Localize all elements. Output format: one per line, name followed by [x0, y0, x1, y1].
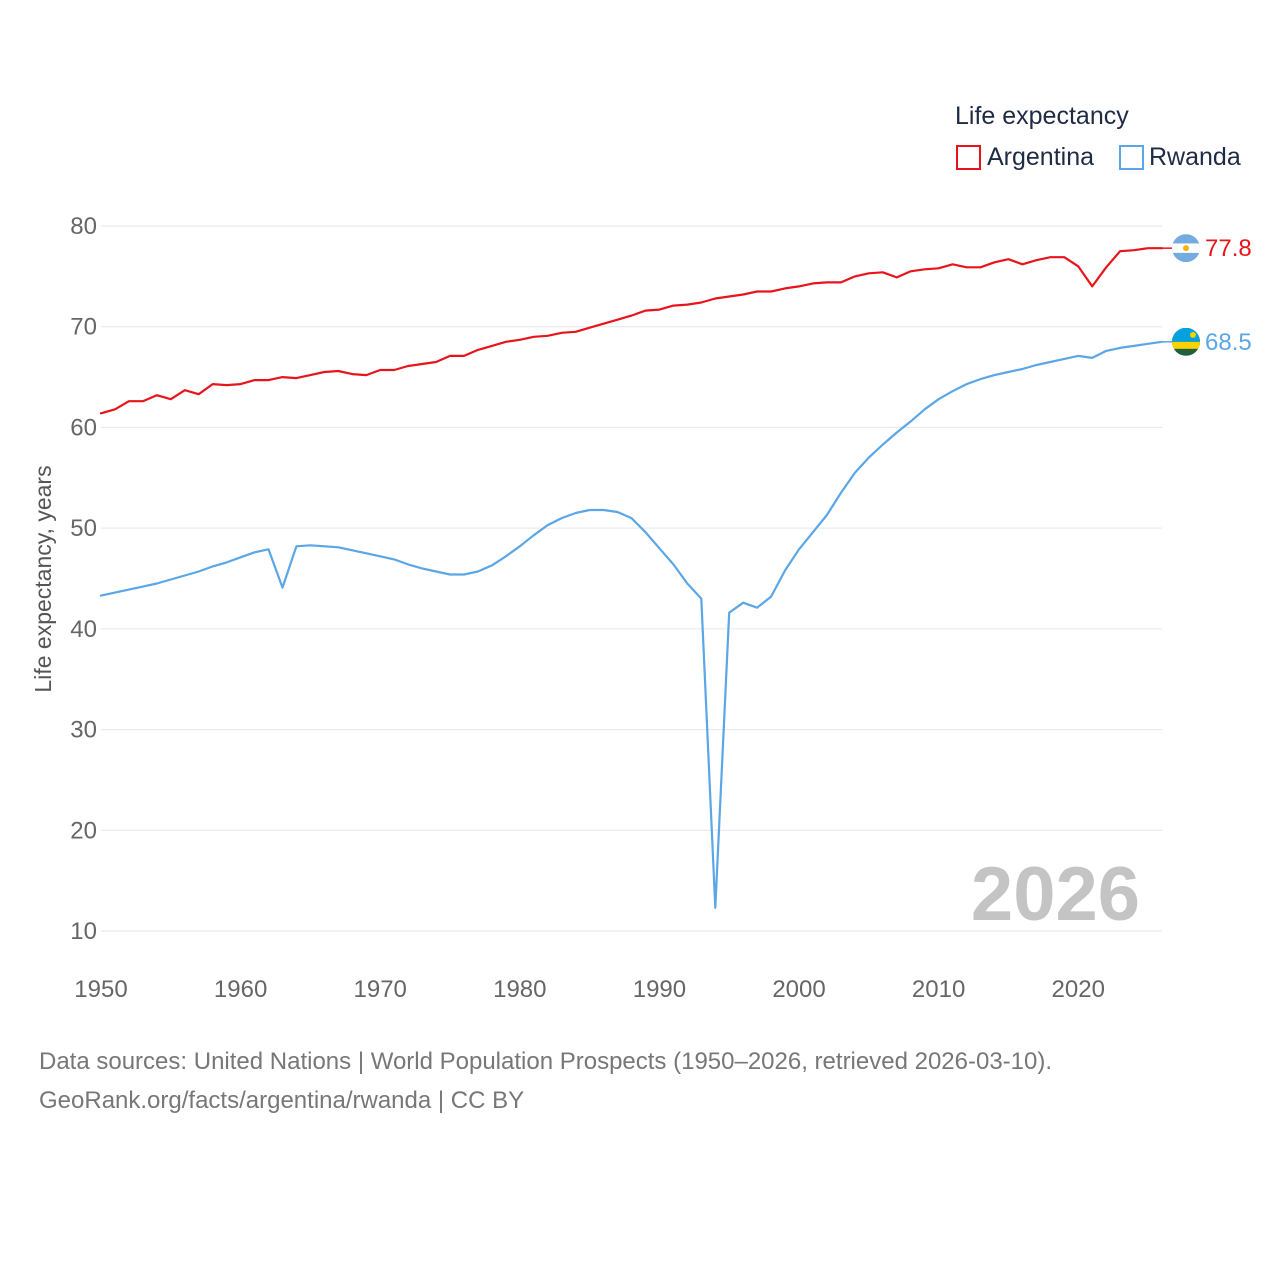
rwanda-flag-icon [1172, 327, 1200, 356]
legend-title: Life expectancy [955, 102, 1129, 130]
x-tick-label: 1950 [74, 976, 127, 1003]
series-line-argentina [99, 247, 1164, 415]
end-markers: 77.8 68.5 [1162, 234, 1252, 356]
y-axis-title: Life expectancy, years [30, 465, 56, 692]
legend-label-argentina: Argentina [987, 143, 1094, 171]
y-tick-label: 50 [70, 515, 97, 542]
legend-item-rwanda[interactable]: Rwanda [1119, 143, 1241, 171]
y-tick-label: 10 [70, 918, 97, 945]
legend-item-argentina[interactable]: Argentina [956, 143, 1094, 171]
year-watermark: 2026 [971, 852, 1140, 937]
series-lines [99, 247, 1164, 909]
x-tick-label: 2010 [912, 976, 965, 1003]
x-axis-ticks: 1950 1960 1970 1980 1990 2000 2010 2020 [74, 976, 1105, 1003]
legend: Life expectancy Argentina Rwanda [955, 102, 1241, 171]
source-footer: Data sources: United Nations | World Pop… [39, 1042, 1259, 1120]
legend-swatch-rwanda [1119, 145, 1144, 170]
y-tick-label: 70 [70, 314, 97, 341]
x-tick-label: 1990 [633, 976, 686, 1003]
x-tick-label: 1960 [214, 976, 267, 1003]
argentina-end-value: 77.8 [1205, 235, 1252, 262]
y-tick-label: 20 [70, 817, 97, 844]
x-tick-label: 2020 [1052, 976, 1105, 1003]
footer-attribution[interactable]: GeoRank.org/facts/argentina/rwanda | CC … [39, 1087, 525, 1114]
rwanda-end-value: 68.5 [1205, 329, 1252, 356]
series-line-rwanda [99, 340, 1164, 909]
gridlines [101, 225, 1162, 932]
y-tick-label: 30 [70, 717, 97, 744]
y-tick-label: 60 [70, 414, 97, 441]
legend-label-rwanda: Rwanda [1149, 143, 1241, 171]
y-axis-ticks: 10 20 30 40 50 60 70 80 [70, 213, 97, 945]
x-tick-label: 1970 [354, 976, 407, 1003]
footer-sources: Data sources: United Nations | World Pop… [39, 1048, 1053, 1075]
argentina-flag-icon [1172, 234, 1200, 263]
x-tick-label: 2000 [772, 976, 825, 1003]
legend-swatch-argentina [956, 145, 981, 170]
y-tick-label: 40 [70, 616, 97, 643]
y-tick-label: 80 [70, 213, 97, 240]
x-tick-label: 1980 [493, 976, 546, 1003]
